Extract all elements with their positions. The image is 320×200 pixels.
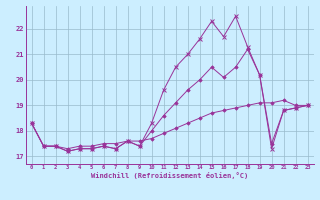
X-axis label: Windchill (Refroidissement éolien,°C): Windchill (Refroidissement éolien,°C)	[91, 172, 248, 179]
